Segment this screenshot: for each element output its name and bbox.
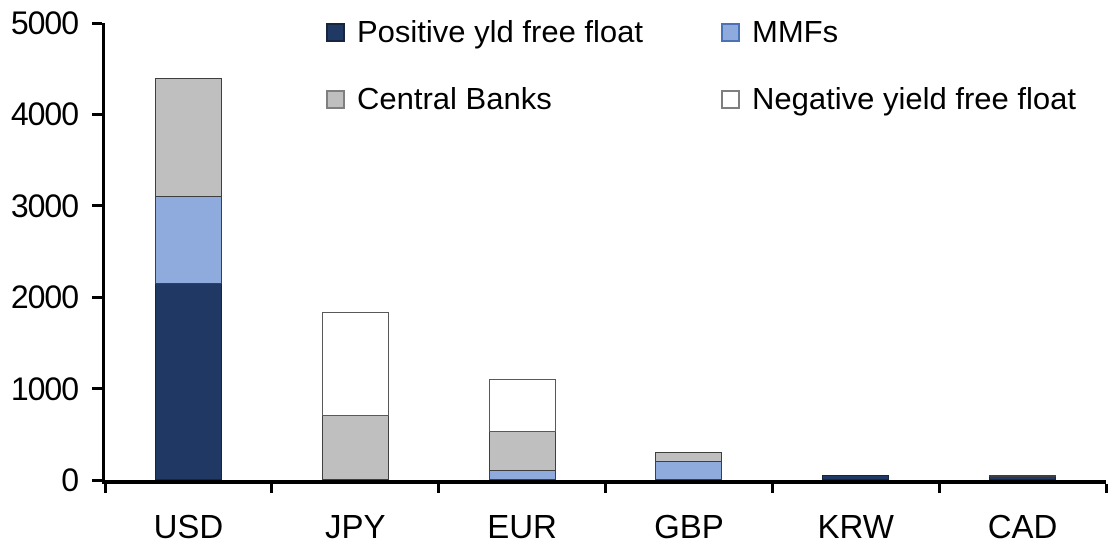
bar-segment-gbp-mmfs [655, 461, 723, 480]
x-axis-category-label-usd: USD [153, 508, 224, 545]
x-axis-tick-mark [937, 484, 941, 493]
legend-label-positive-yld-free-float: Positive yld free float [357, 14, 644, 49]
bar-cad [989, 474, 1057, 480]
legend-swatch-positive-yld-free-float [326, 22, 345, 42]
x-axis-category-label-eur: EUR [487, 508, 557, 545]
y-axis-tick-mark [92, 21, 102, 25]
y-axis-tick-label-3000: 3000 [10, 187, 79, 224]
bar-segment-eur-central-banks [488, 431, 556, 471]
bar-segment-jpy-central-banks [321, 416, 389, 480]
x-axis-tick-mark [103, 484, 107, 493]
bar-segment-eur-mmfs [488, 470, 556, 480]
y-axis-tick-mark [92, 204, 102, 208]
plot-area [102, 23, 1106, 484]
bar-segment-gbp-central-banks [655, 451, 723, 462]
bar-gbp [655, 451, 723, 480]
bar-krw [822, 475, 890, 480]
legend-item-central-banks: Central Banks [326, 80, 552, 118]
y-axis-tick-mark [92, 478, 102, 482]
y-axis-tick-label-2000: 2000 [10, 279, 79, 316]
legend-label-central-banks: Central Banks [357, 81, 552, 116]
x-axis-tick-mark [770, 484, 774, 493]
x-axis-category-label-cad: CAD [987, 508, 1058, 545]
legend-swatch-mmfs [721, 22, 740, 42]
bar-segment-usd-mmfs [154, 196, 222, 284]
legend-item-negative-yield-free-float: Negative yield free float [721, 80, 1076, 118]
y-axis-tick-mark [92, 295, 102, 299]
bar-segment-cad-positive-yld-free-float [989, 477, 1057, 480]
legend-label-mmfs: MMFs [752, 14, 839, 49]
y-axis-tick-mark [92, 112, 102, 116]
x-axis-category-label-krw: KRW [817, 508, 894, 545]
bar-eur [488, 379, 556, 480]
legend-label-negative-yield-free-float: Negative yield free float [752, 81, 1076, 116]
bar-segment-jpy-negative-yield-free-float [321, 311, 389, 417]
legend-swatch-negative-yield-free-float [721, 89, 740, 109]
x-axis-tick-mark [437, 484, 441, 493]
bar-segment-usd-positive-yld-free-float [154, 283, 222, 480]
x-axis-tick-mark [270, 484, 274, 493]
x-axis-tick-mark [604, 484, 607, 493]
x-axis-category-label-gbp: GBP [654, 508, 724, 545]
bar-segment-krw-positive-yld-free-float [822, 475, 890, 480]
y-axis-tick-label-4000: 4000 [10, 96, 79, 133]
y-axis-tick-label-0: 0 [61, 462, 79, 498]
x-axis-category-label-jpy: JPY [324, 508, 386, 545]
bar-jpy [321, 311, 389, 480]
x-axis-tick-mark [1104, 484, 1108, 493]
bar-segment-cad-central-banks [989, 474, 1057, 478]
legend-item-mmfs: MMFs [721, 13, 838, 51]
y-axis-tick-label-5000: 5000 [10, 5, 79, 41]
bar-usd [154, 77, 222, 480]
y-axis-tick-label-1000: 1000 [10, 370, 79, 407]
bar-segment-usd-central-banks [154, 77, 222, 197]
bar-segment-eur-negative-yield-free-float [488, 379, 556, 432]
legend-item-positive-yld-free-float: Positive yld free float [326, 13, 643, 51]
legend-swatch-central-banks [326, 89, 345, 109]
y-axis-tick-mark [92, 387, 102, 391]
